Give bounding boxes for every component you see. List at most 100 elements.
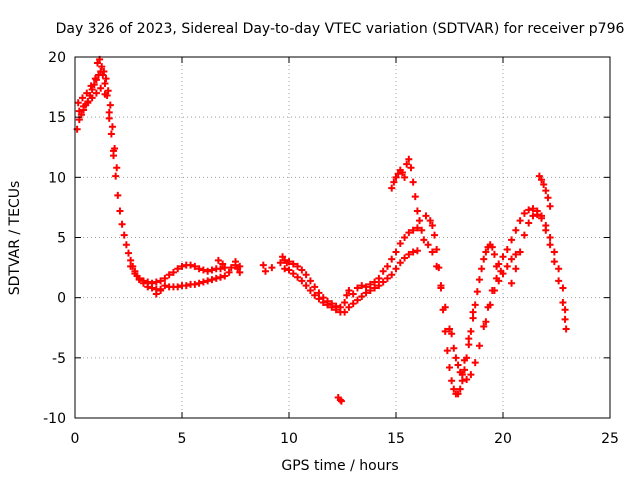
x-axis-label: GPS time / hours <box>281 458 398 474</box>
data-point <box>157 286 165 294</box>
data-point <box>195 265 203 273</box>
data-point <box>454 390 462 398</box>
data-point <box>452 354 460 362</box>
data-point <box>157 277 165 285</box>
data-point <box>324 301 332 309</box>
data-point <box>561 306 569 314</box>
data-point <box>306 277 314 285</box>
data-point <box>127 262 135 270</box>
data-point <box>471 359 479 367</box>
data-point <box>199 278 207 286</box>
data-point <box>112 172 120 180</box>
data-point <box>467 327 475 335</box>
y-tick-label: 10 <box>48 170 66 186</box>
data-point <box>538 214 546 222</box>
data-point <box>542 187 550 195</box>
data-point <box>75 107 83 115</box>
data-point <box>289 260 297 268</box>
chart-title: Day 326 of 2023, Sidereal Day-to-day VTE… <box>56 21 625 37</box>
data-point <box>139 277 147 285</box>
data-point <box>544 194 552 202</box>
data-point <box>178 262 186 270</box>
data-point <box>465 341 473 349</box>
x-tick-label: 10 <box>280 431 298 447</box>
data-point <box>319 298 327 306</box>
data-point <box>83 89 91 97</box>
data-point <box>101 90 109 98</box>
data-point <box>77 111 85 119</box>
data-point <box>390 178 398 186</box>
data-point <box>118 220 126 228</box>
data-point <box>236 268 244 276</box>
data-point <box>482 248 490 256</box>
data-point <box>165 271 173 279</box>
data-point <box>107 130 115 138</box>
data-point <box>463 375 471 383</box>
data-point <box>105 114 113 122</box>
data-point <box>285 266 293 274</box>
data-point <box>204 267 212 275</box>
data-point <box>454 361 462 369</box>
data-point <box>437 282 445 290</box>
y-tick-label: 15 <box>48 110 66 126</box>
data-point <box>456 385 464 393</box>
data-point <box>268 264 276 272</box>
data-point <box>405 229 413 237</box>
data-point <box>512 226 520 234</box>
data-point <box>555 265 563 273</box>
data-point <box>446 325 453 333</box>
data-point <box>371 278 379 286</box>
data-point <box>529 205 537 213</box>
data-point <box>508 255 516 263</box>
data-point <box>480 323 488 331</box>
data-point <box>345 303 353 311</box>
data-point <box>88 85 96 93</box>
data-point <box>394 170 402 178</box>
data-point <box>366 280 374 288</box>
data-point <box>516 248 524 256</box>
y-tick-label: -5 <box>52 351 66 367</box>
y-tick-label: 5 <box>57 231 66 247</box>
data-point <box>413 247 421 255</box>
data-point <box>433 262 441 270</box>
data-point <box>217 273 225 281</box>
data-point <box>469 308 477 316</box>
data-point <box>221 264 229 272</box>
data-point <box>383 262 391 270</box>
data-point <box>450 385 458 393</box>
data-point <box>84 99 92 107</box>
data-point <box>204 277 212 285</box>
data-point <box>281 265 289 273</box>
data-point <box>199 266 207 274</box>
data-point <box>424 241 432 249</box>
data-point <box>113 164 121 172</box>
data-point <box>405 155 413 163</box>
data-point <box>289 270 297 278</box>
data-point <box>520 209 528 217</box>
data-point <box>546 202 554 210</box>
data-point <box>401 173 409 181</box>
data-point <box>349 290 357 298</box>
data-point <box>525 206 533 214</box>
data-point <box>448 330 456 338</box>
data-point <box>422 212 430 220</box>
data-point <box>152 278 160 286</box>
data-point <box>120 231 128 239</box>
data-point <box>148 279 156 287</box>
data-point <box>285 258 293 266</box>
data-point <box>538 176 546 184</box>
data-point <box>74 99 82 107</box>
data-point <box>353 284 361 292</box>
data-point <box>259 261 267 269</box>
data-point <box>169 268 177 276</box>
data-point <box>161 274 169 282</box>
data-point <box>418 226 426 234</box>
data-point <box>358 292 366 300</box>
data-point <box>341 308 349 316</box>
data-point <box>125 249 132 257</box>
data-point <box>191 280 199 288</box>
data-point <box>480 255 488 263</box>
data-point <box>392 173 400 181</box>
data-point <box>388 184 396 192</box>
